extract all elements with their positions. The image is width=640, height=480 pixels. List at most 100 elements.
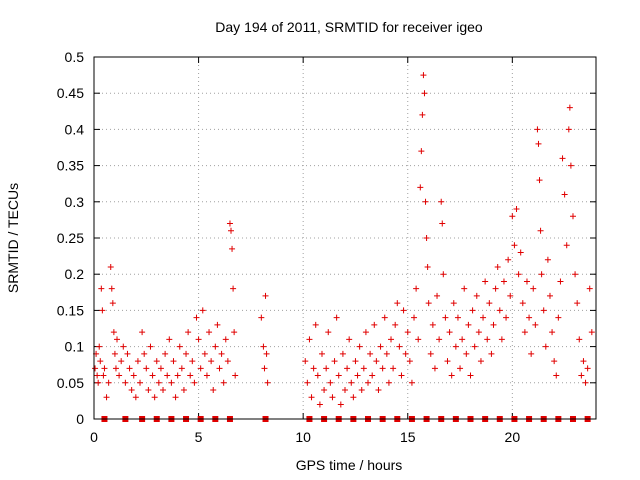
- y-tick-label: 0.25: [57, 230, 84, 246]
- data-point: [517, 249, 524, 256]
- data-point: [114, 336, 121, 343]
- data-point: [383, 350, 390, 357]
- data-point: [429, 321, 436, 328]
- data-point: [187, 372, 194, 379]
- data-point: [110, 329, 117, 336]
- x-tick-label: 5: [195, 429, 203, 445]
- data-point: [226, 220, 233, 227]
- data-point: [411, 314, 418, 321]
- data-point: [107, 263, 114, 270]
- data-point: [542, 343, 549, 350]
- data-point: [327, 379, 334, 386]
- data-point: [509, 213, 516, 220]
- data-point: [220, 379, 227, 386]
- x-axis-label: GPS time / hours: [296, 457, 403, 473]
- data-point: [260, 343, 267, 350]
- data-point: [98, 285, 105, 292]
- data-point: [422, 198, 429, 205]
- data-point: [381, 314, 388, 321]
- data-point: [95, 379, 102, 386]
- data-point: [172, 394, 179, 401]
- data-point: [222, 336, 229, 343]
- data-point: [348, 379, 355, 386]
- data-point: [195, 336, 202, 343]
- data-point: [134, 358, 141, 365]
- x-tick-label: 20: [505, 429, 521, 445]
- data-point: [126, 365, 133, 372]
- data-point: [160, 387, 167, 394]
- data-point: [448, 372, 455, 379]
- data-point: [362, 329, 369, 336]
- data-point: [356, 343, 363, 350]
- data-point: [400, 307, 407, 314]
- data-point: [421, 90, 428, 97]
- data-point: [438, 198, 445, 205]
- data-point: [566, 104, 573, 111]
- x-tick-label: 0: [90, 429, 98, 445]
- data-point: [120, 343, 127, 350]
- data-point: [402, 350, 409, 357]
- data-point: [149, 372, 156, 379]
- y-tick-label: 0.1: [65, 339, 85, 355]
- data-point: [94, 372, 101, 379]
- data-point: [203, 372, 210, 379]
- data-point: [218, 350, 225, 357]
- data-point: [229, 245, 236, 252]
- data-point: [112, 365, 119, 372]
- data-point: [212, 343, 219, 350]
- data-point: [162, 350, 169, 357]
- data-point: [335, 372, 342, 379]
- data-point: [116, 372, 123, 379]
- data-point: [425, 300, 432, 307]
- data-point: [530, 285, 537, 292]
- data-point: [521, 329, 528, 336]
- data-point: [201, 350, 208, 357]
- data-point: [143, 365, 150, 372]
- data-point: [375, 387, 382, 394]
- data-point: [553, 372, 560, 379]
- data-point: [538, 271, 545, 278]
- data-point: [549, 329, 556, 336]
- data-point: [454, 314, 461, 321]
- data-point: [572, 271, 579, 278]
- data-point: [183, 350, 190, 357]
- data-point: [208, 358, 215, 365]
- data-point: [109, 300, 116, 307]
- data-point: [230, 285, 237, 292]
- data-point: [578, 372, 585, 379]
- data-point: [484, 336, 491, 343]
- data-point: [519, 300, 526, 307]
- data-point: [417, 184, 424, 191]
- data-point: [446, 329, 453, 336]
- y-axis-label: SRMTID / TECUs: [5, 183, 21, 293]
- data-point: [96, 343, 103, 350]
- data-point: [569, 213, 576, 220]
- data-point: [197, 365, 204, 372]
- y-tick-label: 0.05: [57, 375, 84, 391]
- data-point: [147, 343, 154, 350]
- chart-title: Day 194 of 2011, SRMTID for receiver ige…: [215, 19, 483, 35]
- plot-frame: [93, 56, 597, 420]
- data-point: [434, 292, 441, 299]
- data-point: [141, 350, 148, 357]
- data-point: [178, 365, 185, 372]
- data-point: [404, 329, 411, 336]
- data-point: [354, 372, 361, 379]
- data-point: [482, 278, 489, 285]
- data-point: [534, 126, 541, 133]
- data-point: [369, 372, 376, 379]
- data-point: [567, 162, 574, 169]
- data-point: [555, 314, 562, 321]
- data-point: [463, 350, 470, 357]
- data-point: [323, 365, 330, 372]
- data-point: [503, 314, 510, 321]
- data-point: [111, 350, 118, 357]
- data-point: [199, 307, 206, 314]
- data-point: [498, 336, 505, 343]
- data-point: [371, 321, 378, 328]
- data-point: [408, 379, 415, 386]
- data-point: [557, 278, 564, 285]
- data-point: [185, 329, 192, 336]
- data-point: [101, 365, 108, 372]
- data-point: [137, 379, 144, 386]
